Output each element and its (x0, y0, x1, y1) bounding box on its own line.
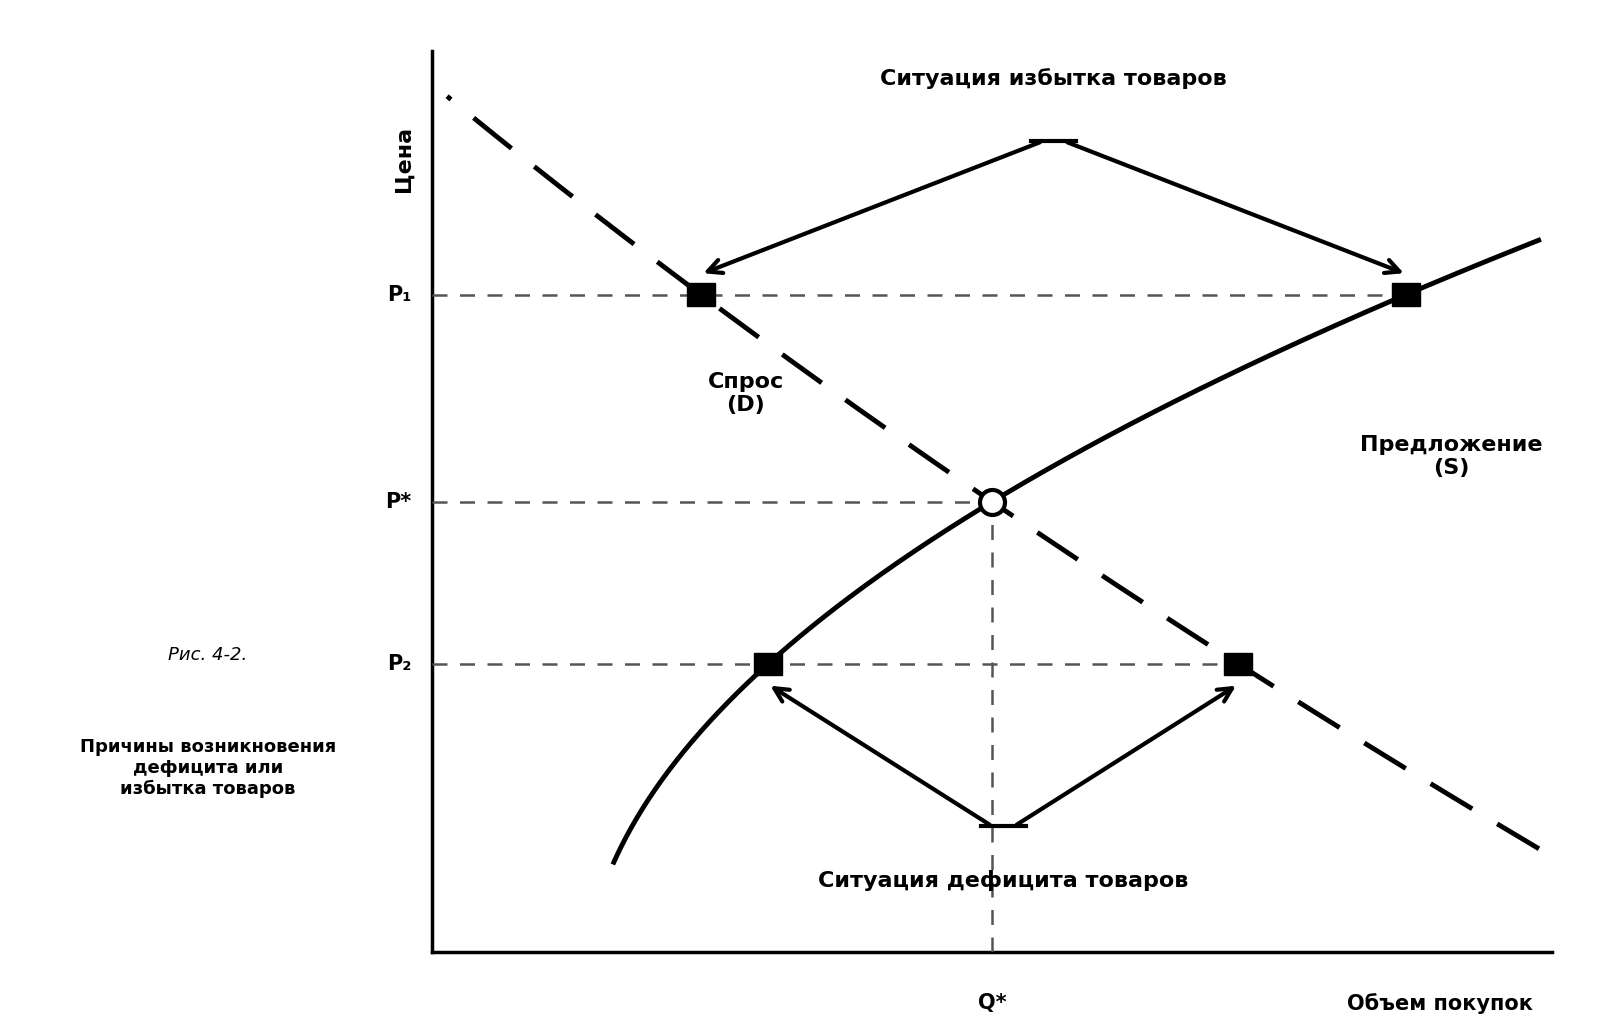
Text: Ситуация дефицита товаров: Ситуация дефицита товаров (818, 869, 1189, 891)
Text: Объем покупок: Объем покупок (1347, 993, 1533, 1014)
Text: P*: P* (386, 492, 411, 512)
Bar (1224, 652, 1253, 675)
Bar (754, 652, 782, 675)
Text: Цена: Цена (394, 126, 414, 193)
Text: Причины возникновения
дефицита или
избытка товаров: Причины возникновения дефицита или избыт… (80, 738, 336, 798)
Text: P₂: P₂ (387, 654, 411, 674)
Text: Спрос
(D): Спрос (D) (707, 372, 784, 415)
Text: Рис. 4-2.: Рис. 4-2. (168, 646, 248, 665)
Text: Ситуация избытка товаров: Ситуация избытка товаров (880, 68, 1227, 89)
Bar (1392, 284, 1421, 306)
Text: P₁: P₁ (387, 285, 411, 304)
Bar (686, 284, 715, 306)
Text: Q*: Q* (978, 993, 1006, 1013)
Text: Предложение
(S): Предложение (S) (1360, 435, 1542, 478)
